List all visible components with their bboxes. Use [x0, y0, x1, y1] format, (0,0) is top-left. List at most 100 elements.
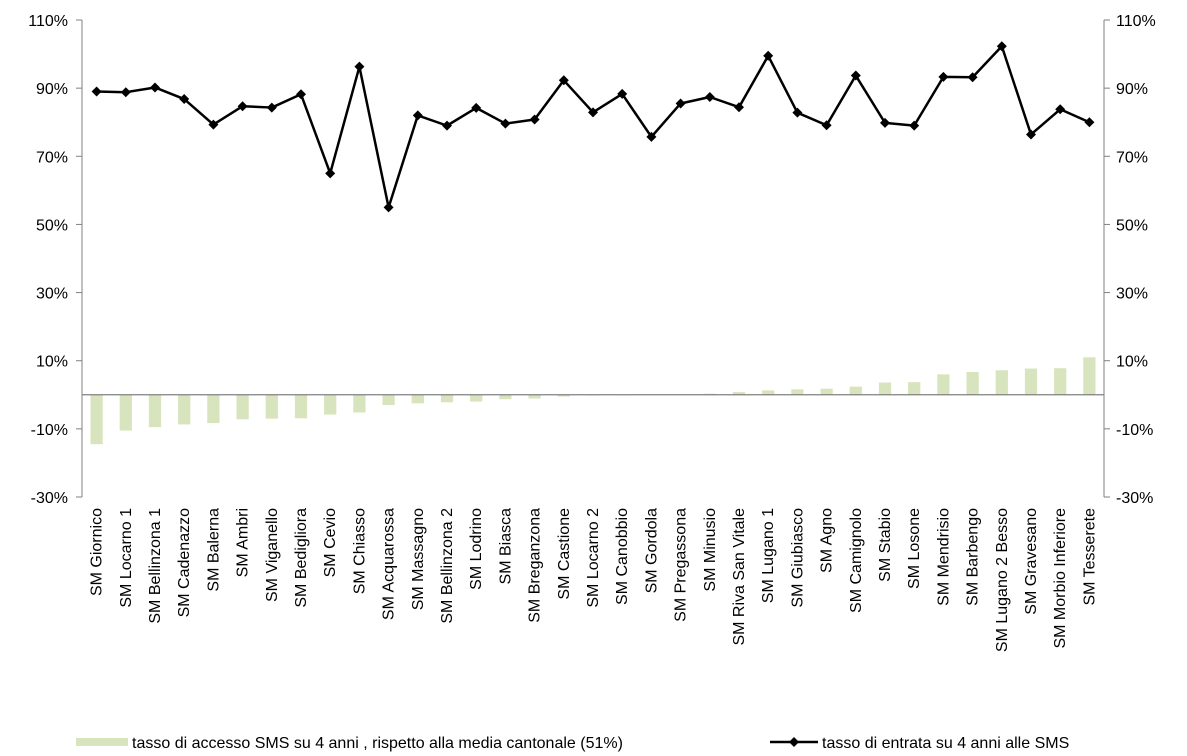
category-label: SM Ambri	[235, 508, 252, 577]
right-tick-label: -30%	[1116, 490, 1153, 507]
right-tick-label: 70%	[1116, 149, 1148, 166]
right-tick-label: 10%	[1116, 354, 1148, 371]
bar	[411, 394, 424, 404]
series-line	[96, 44, 1090, 209]
line-series	[91, 41, 1095, 213]
left-y-axis: -30% -10% 10% 30% 50% 70% 90% 110%	[28, 13, 83, 507]
line-point	[1055, 104, 1066, 115]
left-tick-label: 110%	[28, 13, 68, 30]
line-point	[880, 117, 890, 128]
left-tick-label: 70%	[36, 149, 68, 166]
line-point	[821, 120, 832, 131]
bar	[1054, 368, 1067, 395]
category-label: SM Locarno 2	[585, 508, 602, 608]
category-label: SM Cadenazzo	[176, 508, 193, 617]
line-point	[237, 101, 248, 112]
bar-series	[90, 357, 1096, 445]
line-point	[938, 71, 949, 82]
left-tick-label: -30%	[31, 490, 68, 507]
left-tick-label: 90%	[36, 81, 68, 98]
category-label: SM Castione	[556, 508, 573, 600]
line-point	[150, 82, 160, 93]
left-tick-label: -10%	[31, 422, 68, 439]
bar	[732, 392, 746, 395]
category-label: SM Gordola	[643, 508, 660, 593]
line-point	[529, 114, 540, 125]
line-point	[558, 75, 569, 86]
category-label: SM Balerna	[205, 508, 222, 592]
bar	[207, 394, 220, 424]
right-tick-label: -10%	[1116, 422, 1153, 439]
line-point	[412, 110, 423, 121]
bar	[820, 388, 833, 395]
legend-line-label: tasso di entrata su 4 anni alle SMS	[822, 735, 1069, 752]
bar	[148, 394, 162, 428]
category-label: SM Viganello	[264, 508, 281, 602]
line-point	[383, 202, 394, 213]
line-point	[120, 87, 131, 98]
bar	[353, 394, 366, 413]
right-y-axis: -30% -10% 10% 30% 50% 70% 90% 110%	[1103, 13, 1156, 507]
left-tick-label: 50%	[36, 217, 68, 234]
line-point	[734, 102, 744, 113]
line-point	[704, 92, 715, 103]
line-point	[850, 70, 861, 81]
bar	[528, 394, 541, 399]
line-point	[763, 50, 774, 61]
category-label: SM Losone	[906, 508, 923, 589]
line-point	[792, 107, 803, 118]
bar	[499, 394, 512, 400]
legend-line-marker	[789, 737, 799, 747]
right-tick-label: 30%	[1116, 286, 1148, 303]
category-label: SM Lodrino	[468, 508, 485, 590]
category-label: SM Biasca	[497, 508, 514, 585]
bar	[119, 394, 132, 431]
left-tick-label: 10%	[36, 354, 68, 371]
line-point	[1026, 129, 1036, 140]
category-label: SM Morbio Inferiore	[1052, 508, 1069, 649]
bar	[324, 394, 337, 415]
line-point	[588, 107, 598, 118]
category-label: SM Riva San Vitale	[731, 508, 748, 646]
bar	[995, 370, 1008, 395]
category-label: SM Locarno 1	[118, 508, 135, 608]
bar	[440, 394, 454, 403]
line-point	[325, 168, 336, 179]
category-label: SM Mendrisio	[935, 508, 952, 606]
bar	[382, 394, 395, 406]
category-label: SM Canobbio	[614, 508, 631, 605]
bar	[470, 394, 483, 402]
legend: tasso di accesso SMS su 4 anni , rispett…	[76, 735, 1069, 752]
bar	[849, 386, 862, 395]
left-tick-label: 30%	[36, 286, 68, 303]
right-tick-label: 50%	[1116, 217, 1148, 234]
line-point	[996, 41, 1007, 52]
bar	[966, 371, 979, 395]
category-label: SM Barbengo	[965, 508, 982, 606]
category-label: SM Tesserete	[1081, 508, 1098, 606]
category-label: SM Stabio	[877, 508, 894, 582]
bar	[937, 374, 950, 395]
bar	[178, 394, 191, 425]
bar	[762, 390, 775, 395]
category-label: SM Giornico	[89, 508, 106, 596]
bar	[1083, 357, 1096, 395]
category-label: SM Breganzona	[527, 508, 544, 623]
line-point	[179, 94, 190, 105]
line-point	[354, 61, 365, 72]
category-label: SM Pregassona	[673, 508, 690, 622]
line-point	[208, 119, 219, 130]
category-label: SM Cevio	[322, 508, 339, 577]
category-label: SM Lugano 2 Besso	[994, 508, 1011, 652]
category-label: SM Minusio	[702, 508, 719, 592]
line-point	[500, 118, 511, 129]
line-point	[675, 98, 686, 109]
category-label: SM Chiasso	[351, 508, 368, 594]
line-point	[266, 102, 277, 113]
category-label: SM Massagno	[410, 508, 427, 610]
line-point	[442, 120, 452, 131]
right-tick-label: 110%	[1116, 13, 1156, 30]
line-point	[471, 102, 482, 113]
bar	[908, 382, 921, 395]
